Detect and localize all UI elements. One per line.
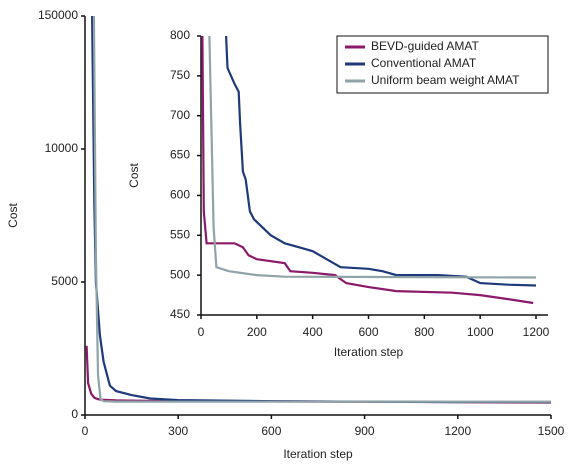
x-tick-label: 1200 bbox=[444, 424, 471, 438]
x-tick-label: 0 bbox=[82, 424, 89, 438]
x-axis-label: Iteration step bbox=[283, 447, 353, 461]
legend-label: BEVD-guided AMAT bbox=[371, 39, 479, 53]
series-line bbox=[225, 36, 536, 287]
legend-label: Conventional AMAT bbox=[371, 56, 477, 70]
y-axis-label: Cost bbox=[6, 203, 20, 228]
series-line bbox=[92, 16, 551, 403]
x-tick-label: 300 bbox=[168, 424, 188, 438]
y-tick-label: 10000 bbox=[45, 141, 79, 155]
x-tick-label: 200 bbox=[247, 325, 267, 339]
series-line bbox=[201, 36, 534, 305]
x-tick-label: 0 bbox=[198, 325, 205, 339]
x-tick-label: 1200 bbox=[523, 325, 550, 339]
y-tick-label: 0 bbox=[71, 407, 78, 421]
y-tick-label: 650 bbox=[170, 148, 190, 162]
series-line bbox=[208, 36, 536, 279]
x-tick-label: 800 bbox=[414, 325, 434, 339]
y-axis-label: Cost bbox=[127, 163, 141, 188]
y-tick-label: 800 bbox=[170, 28, 190, 42]
y-tick-label: 600 bbox=[170, 188, 190, 202]
x-tick-label: 1500 bbox=[538, 424, 565, 438]
x-tick-label: 400 bbox=[303, 325, 323, 339]
y-tick-label: 750 bbox=[170, 68, 190, 82]
y-tick-label: 550 bbox=[170, 227, 190, 241]
legend-box bbox=[336, 35, 549, 94]
x-tick-label: 1000 bbox=[467, 325, 494, 339]
plot-area bbox=[201, 36, 536, 305]
x-tick-label: 600 bbox=[358, 325, 378, 339]
series-line bbox=[85, 345, 551, 404]
y-tick-label: 5000 bbox=[51, 274, 78, 288]
x-tick-label: 600 bbox=[261, 424, 281, 438]
x-axis-label: Iteration step bbox=[334, 345, 404, 359]
x-tick-label: 900 bbox=[355, 424, 375, 438]
y-tick-label: 500 bbox=[170, 267, 190, 281]
y-tick-label: 450 bbox=[170, 307, 190, 321]
legend-label: Uniform beam weight AMAT bbox=[371, 73, 520, 87]
y-tick-label: 700 bbox=[170, 108, 190, 122]
y-tick-label: 150000 bbox=[38, 8, 78, 22]
plot-area bbox=[85, 16, 551, 404]
